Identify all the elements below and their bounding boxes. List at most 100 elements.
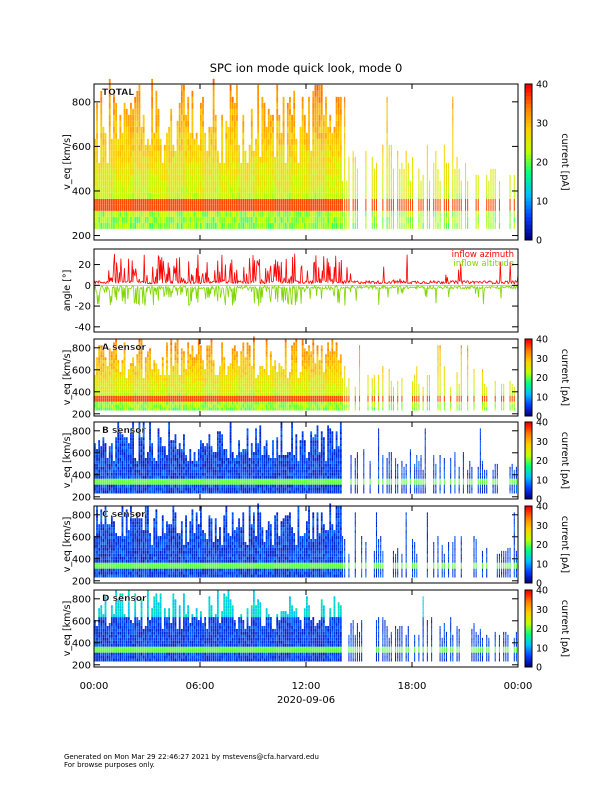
spectrogram-bin — [289, 186, 291, 193]
spectrogram-bin — [278, 138, 281, 145]
spectrogram-bin — [212, 386, 215, 390]
spectrogram-bin — [134, 398, 137, 402]
spectrogram-bin — [291, 150, 293, 157]
spectrogram-bin — [267, 374, 270, 378]
spectrogram-bin — [200, 360, 202, 364]
spectrogram-bin — [197, 162, 200, 169]
spectrogram-bin — [187, 374, 190, 378]
spectrogram-bin — [244, 372, 247, 375]
spectrogram-bin — [320, 404, 323, 408]
spectrogram-bin — [312, 144, 315, 151]
spectrogram-bin — [337, 383, 340, 387]
spectrogram-bin — [242, 192, 245, 199]
spectrogram-bin — [212, 150, 215, 157]
spectrogram-bin — [210, 404, 213, 408]
spectrogram-bin — [299, 395, 302, 399]
spectrogram-bin — [108, 354, 111, 358]
spectrogram-bin — [96, 372, 98, 375]
spectrogram-bin — [255, 407, 257, 411]
spectrogram-bin — [316, 407, 319, 411]
spectrogram-bin — [257, 162, 260, 169]
spectrogram-bin — [110, 386, 113, 390]
spectrogram-bin — [191, 210, 194, 217]
spectrogram-bin — [312, 162, 315, 169]
spectrogram-bin — [178, 138, 181, 145]
spectrogram-bin — [276, 407, 279, 411]
spectrogram-bin — [102, 389, 105, 393]
spectrogram-bin — [212, 401, 215, 405]
spectrogram-bin — [227, 383, 230, 387]
spectrogram-bin — [342, 401, 344, 405]
spectrogram-bin — [257, 398, 260, 402]
spectrogram-bin — [176, 180, 179, 187]
spectrogram-bin — [163, 404, 166, 408]
spectrogram-bin — [200, 354, 202, 358]
spectrogram-bin — [312, 392, 315, 396]
spectrogram-bin — [325, 108, 327, 115]
spectrogram-bin — [216, 374, 219, 378]
spectrogram-bin — [113, 138, 115, 145]
spectrogram-bin — [240, 354, 243, 358]
spectrogram-bin — [437, 192, 439, 199]
spectrogram-bin — [253, 150, 255, 157]
spectrogram-bin — [231, 392, 234, 396]
spectrogram-bin — [159, 138, 162, 145]
spectrogram-bin — [212, 126, 215, 133]
spectrogram-bin — [282, 156, 285, 163]
spectrogram-bin — [297, 383, 300, 387]
spectrogram-bin — [197, 407, 200, 411]
spectrogram-bin — [96, 392, 98, 396]
spectrogram-bin — [261, 383, 264, 387]
spectrogram-bin — [284, 383, 287, 387]
spectrogram-bin — [233, 398, 236, 402]
spectrogram-bin — [445, 162, 447, 169]
spectrogram-bin — [191, 144, 194, 151]
spectrogram-bin — [200, 204, 202, 211]
spectrogram-bin — [293, 108, 296, 115]
spectrogram-bin — [212, 102, 215, 109]
spectrogram-bin — [308, 377, 310, 381]
spectrogram-bin — [331, 180, 334, 187]
spectrogram-bin — [206, 366, 209, 370]
spectrogram-bin — [460, 180, 462, 187]
spectrogram-bin — [168, 392, 171, 396]
spectrogram-bin — [223, 377, 226, 381]
spectrogram-bin — [269, 392, 272, 396]
spectrogram-bin — [339, 144, 342, 151]
spectrogram-bin — [257, 102, 260, 109]
spectrogram-bin — [197, 404, 200, 408]
spectrogram-bin — [134, 222, 137, 229]
spectrogram-bin — [204, 389, 207, 393]
spectrogram-bin — [210, 357, 213, 361]
spectrogram-bin — [248, 392, 251, 396]
spectrogram-bin — [301, 198, 304, 205]
spectrogram-bin — [121, 144, 124, 151]
spectrogram-bin — [134, 168, 137, 175]
spectrogram-bin — [295, 216, 298, 223]
spectrogram-bin — [250, 374, 253, 378]
spectrogram-bin — [193, 383, 196, 387]
spectrogram-bin — [176, 174, 179, 181]
spectrogram-bin — [329, 180, 332, 187]
spectrogram-bin — [344, 126, 346, 133]
spectrogram-bin — [261, 386, 264, 390]
spectrogram-bin — [102, 132, 105, 139]
spectrogram-bin — [312, 372, 315, 375]
spectrogram-bin — [214, 210, 217, 217]
spectrogram-bin — [308, 383, 310, 387]
spectrogram-bin — [261, 114, 264, 121]
spectrogram-bin — [151, 380, 154, 384]
spectrogram-bin — [227, 132, 230, 139]
spectrogram-bin — [157, 401, 160, 405]
spectrogram-bin — [299, 192, 302, 199]
spectrogram-bin — [94, 407, 96, 411]
spectrogram-bin — [163, 180, 166, 187]
spectrogram-bin — [327, 192, 330, 199]
spectrogram-bin — [246, 162, 249, 169]
spectrogram-bin — [147, 216, 149, 223]
spectrogram-bin — [123, 150, 126, 157]
spectrogram-bin — [388, 210, 390, 217]
spectrogram-bin — [113, 351, 115, 355]
spectrogram-bin — [301, 401, 304, 405]
spectrogram-bin — [110, 407, 113, 411]
